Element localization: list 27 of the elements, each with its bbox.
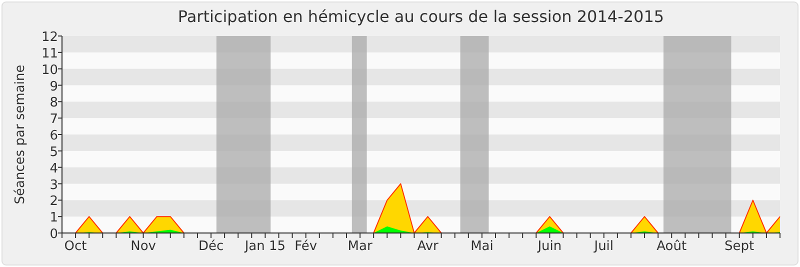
y-axis-title: Séances par semaine [13, 64, 28, 204]
x-tick-label: Mai [470, 239, 494, 254]
x-tick-label: Oct [64, 239, 87, 254]
x-tick-label: Sept [724, 239, 754, 254]
y-tick-label: 7 [50, 112, 58, 128]
y-tick-label: 1 [50, 210, 58, 226]
chart-title: Participation en hémicycle au cours de la session 2014-2015 [178, 7, 664, 26]
y-tick-label: 10 [41, 62, 58, 78]
x-tick-label: Août [656, 239, 687, 254]
y-tick-label: 9 [50, 79, 58, 94]
y-tick-label: 3 [50, 178, 58, 193]
y-tick-label: 5 [50, 144, 58, 160]
x-tick-label: Juil [593, 239, 614, 254]
y-tick-label: 2 [50, 194, 58, 210]
x-tick-label: Déc [198, 239, 224, 254]
y-tick-label: 6 [50, 128, 58, 144]
x-tick-label: Juin [536, 239, 562, 254]
y-tick-label: 8 [50, 96, 58, 111]
y-tick-label: 11 [41, 46, 58, 62]
y-tick-label: 12 [41, 30, 58, 45]
x-tick-label: Nov [130, 239, 156, 254]
x-tick-label: Mar [348, 239, 373, 254]
x-tick-label: Avr [417, 239, 440, 254]
y-tick-label: 0 [50, 227, 58, 242]
x-tick-label: Fév [294, 239, 318, 254]
x-tick-label: Jan 15 [244, 239, 286, 254]
y-tick-label: 4 [50, 161, 58, 176]
